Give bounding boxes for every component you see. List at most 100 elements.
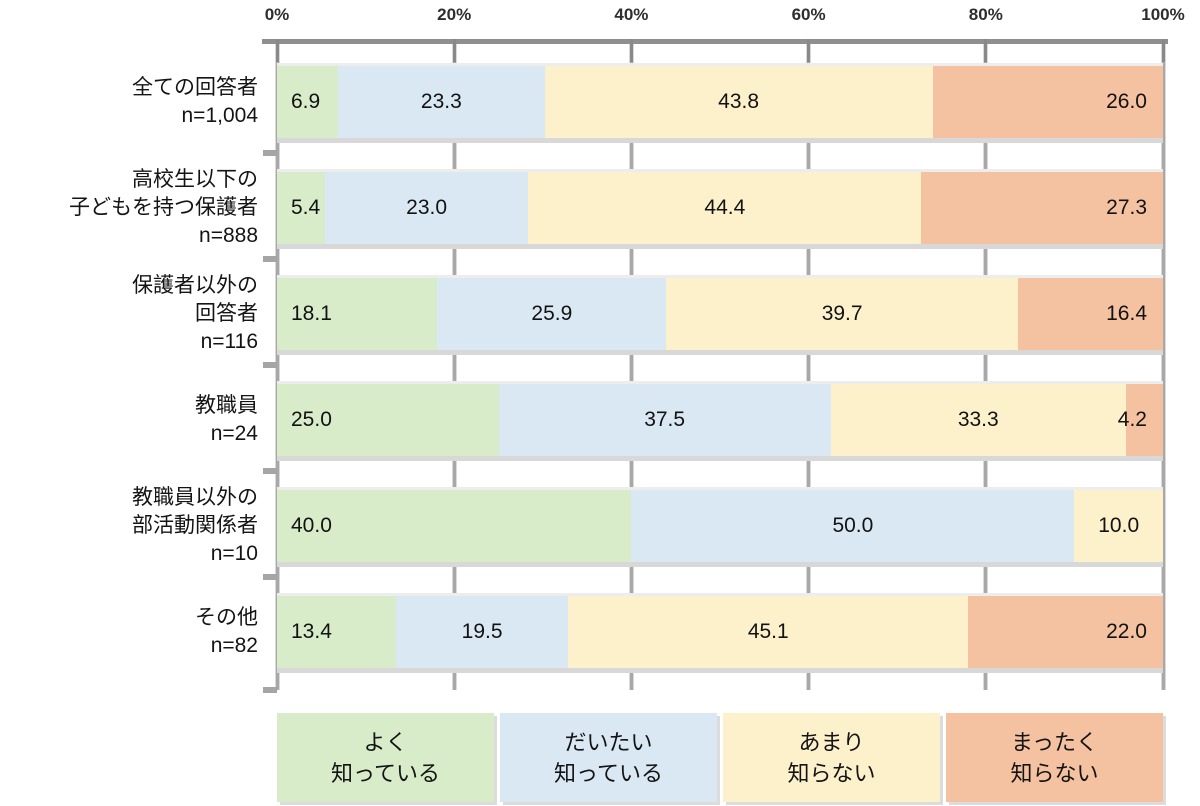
value-label: 44.4 — [704, 196, 746, 219]
axis-tick-label: 80% — [968, 5, 1003, 24]
bar-segment: 27.3 — [921, 172, 1164, 244]
category-label: 全ての回答者 n=1,004 — [0, 66, 258, 138]
value-label: 27.3 — [1106, 196, 1148, 219]
bar-segment: 23.0 — [324, 172, 529, 244]
category-n-count: n=82 — [210, 634, 258, 657]
value-label: 26.0 — [1106, 90, 1147, 113]
axis-tick-label: 40% — [614, 5, 649, 24]
legend-label: よく — [363, 729, 408, 755]
category-axis-tick — [263, 362, 277, 368]
axis-tick-label: 100% — [1141, 5, 1185, 24]
bar-segment: 18.1 — [277, 278, 438, 350]
value-label: 50.0 — [832, 514, 874, 537]
value-label: 25.0 — [291, 408, 332, 431]
axis-tick-label: 0% — [264, 5, 290, 24]
value-label: 10.0 — [1098, 514, 1140, 537]
gridline — [983, 44, 989, 690]
gridline — [274, 44, 280, 690]
bar-segment: 5.4 — [277, 172, 325, 244]
category-name: その他 — [195, 606, 258, 629]
category-name: 部活動関係者 — [132, 514, 258, 537]
value-label: 18.1 — [291, 302, 332, 325]
gridline — [628, 44, 634, 690]
category-name: 全ての回答者 — [132, 76, 258, 99]
bar-segment: 10.0 — [1074, 490, 1163, 562]
bar-row: 25.0 37.5 33.3 4.2 — [277, 384, 1163, 456]
bar-segment: 25.0 — [277, 384, 499, 456]
legend-label: 知らない — [787, 760, 876, 786]
value-label: 23.3 — [420, 90, 462, 113]
category-name: 教職員 — [195, 394, 258, 417]
bar-segment: 23.3 — [338, 66, 545, 138]
legend-label: 知らない — [1010, 760, 1099, 786]
bar-segment: 40.0 — [277, 490, 632, 562]
value-label: 25.9 — [531, 302, 573, 325]
value-axis-tick — [984, 39, 988, 62]
axis-tick-label: 20% — [437, 5, 472, 24]
bar-segment: 16.4 — [1017, 278, 1163, 350]
value-label: 33.3 — [957, 408, 999, 431]
gridline — [451, 44, 457, 690]
category-label: 高校生以下の 子どもを持つ保護者 n=888 — [0, 168, 258, 247]
value-label: 45.1 — [747, 620, 789, 643]
category-n-count: n=888 — [199, 224, 258, 247]
value-label: 6.9 — [291, 90, 321, 113]
bar-segment: 45.1 — [568, 596, 969, 668]
value-label: 23.0 — [406, 196, 448, 219]
gridline — [1160, 44, 1166, 690]
bar-segment: 44.4 — [528, 172, 922, 244]
gridline — [806, 44, 812, 690]
value-label: 13.4 — [291, 620, 332, 643]
value-axis-tick — [452, 39, 456, 62]
legend-item: あまり 知らない — [723, 713, 940, 802]
legend-label: だいたい — [564, 729, 653, 755]
bar-segment: 33.3 — [830, 384, 1126, 456]
category-n-count: n=1,004 — [181, 104, 259, 127]
axis-tick-label: 60% — [791, 5, 826, 24]
legend-label: まったく — [1010, 729, 1099, 755]
value-label: 4.2 — [1117, 408, 1147, 431]
bar-segment: 22.0 — [968, 596, 1163, 668]
value-axis-tick — [807, 39, 811, 62]
value-label: 39.7 — [821, 302, 863, 325]
bar-row: 13.4 19.5 45.1 22.0 — [277, 596, 1163, 668]
bar-segment: 19.5 — [395, 596, 569, 668]
value-label: 16.4 — [1106, 302, 1147, 325]
bar-segment: 37.5 — [498, 384, 831, 456]
legend-label: 知っている — [331, 760, 440, 786]
bar-segment: 25.9 — [437, 278, 667, 350]
legend: よく 知っている だいたい 知っている あまり 知らない まったく 知らない — [277, 713, 1163, 802]
bar-row: 5.4 23.0 44.4 27.3 — [277, 172, 1164, 244]
bar-row: 6.9 23.3 43.8 26.0 — [277, 66, 1163, 138]
bar-segment: 13.4 — [277, 596, 396, 668]
bar-segment: 39.7 — [666, 278, 1018, 350]
legend-item: だいたい 知っている — [500, 713, 717, 802]
value-axis-tick — [1161, 39, 1165, 62]
bar-segment: 43.8 — [544, 66, 933, 138]
category-name: 保護者以外の — [132, 274, 258, 297]
category-n-count: n=116 — [200, 330, 258, 353]
value-label: 40.0 — [291, 514, 332, 537]
value-axis-tick — [275, 39, 279, 62]
value-label: 37.5 — [644, 408, 686, 431]
category-label: 保護者以外の 回答者 n=116 — [0, 274, 258, 353]
legend-item: よく 知っている — [277, 713, 494, 802]
legend-item: まったく 知らない — [946, 713, 1163, 802]
value-label: 22.0 — [1106, 620, 1147, 643]
category-axis-tick — [263, 256, 277, 262]
category-axis-tick — [263, 150, 277, 156]
category-axis-tick — [263, 574, 277, 580]
value-axis-line — [262, 39, 1168, 44]
value-label: 43.8 — [718, 90, 760, 113]
bar-row: 18.1 25.9 39.7 16.4 — [277, 278, 1163, 350]
category-label: 教職員以外の 部活動関係者 n=10 — [0, 486, 258, 565]
category-axis-tick — [263, 468, 277, 474]
bar-segment: 6.9 — [277, 66, 339, 138]
bar-row: 40.0 50.0 10.0 — [277, 490, 1163, 562]
category-name: 高校生以下の — [132, 168, 258, 191]
category-axis-tick — [263, 687, 277, 693]
bar-segment: 50.0 — [631, 490, 1075, 562]
bar-segment: 26.0 — [932, 66, 1163, 138]
category-n-count: n=10 — [210, 542, 258, 565]
